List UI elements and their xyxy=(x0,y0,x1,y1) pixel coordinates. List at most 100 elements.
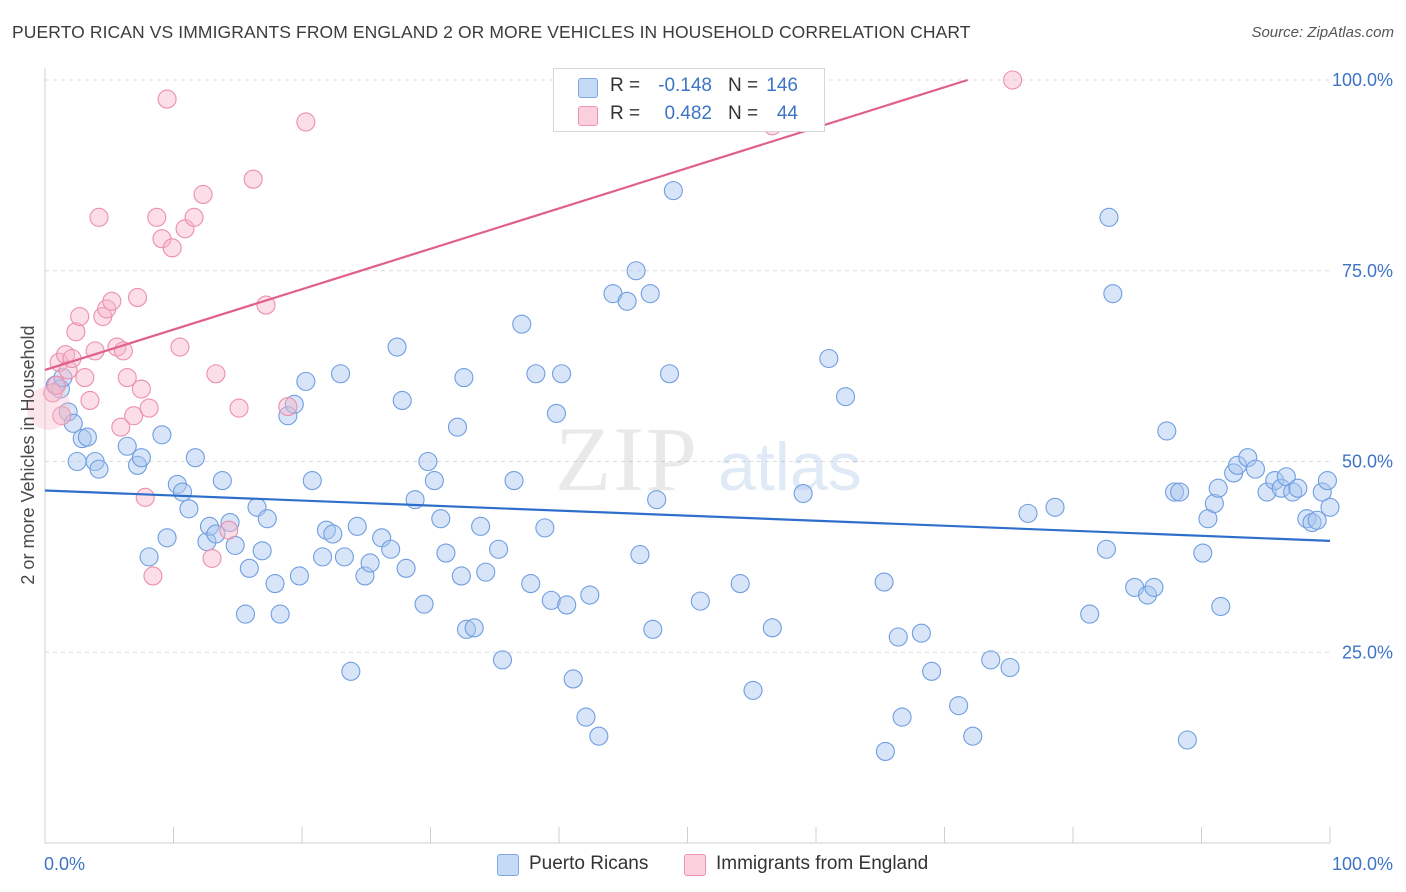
point-puerto-rican xyxy=(330,364,351,384)
point-puerto-rican xyxy=(296,371,316,391)
point-puerto-rican xyxy=(690,591,710,611)
point-puerto-rican xyxy=(424,471,444,491)
stats-legend: R = -0.148 N = 146 R = 0.482 N = 44 xyxy=(553,68,825,132)
point-puerto-rican xyxy=(1320,497,1340,517)
point-puerto-rican xyxy=(1238,448,1258,468)
point-puerto-rican xyxy=(220,512,240,533)
point-puerto-rican xyxy=(456,619,477,639)
point-puerto-rican xyxy=(563,669,583,689)
point-puerto-rican xyxy=(504,471,524,491)
point-puerto-rican xyxy=(414,594,434,614)
legend-swatch-pink xyxy=(578,106,598,126)
y-tick-label: 100.0% xyxy=(1332,70,1393,90)
point-puerto-rican xyxy=(1211,596,1231,617)
point-puerto-rican xyxy=(1245,459,1266,479)
legend-n-value: 44 xyxy=(776,103,798,124)
point-immigrant-england xyxy=(219,520,239,540)
point-puerto-rican xyxy=(179,499,199,519)
point-puerto-rican xyxy=(1288,478,1308,498)
series-legend: Puerto Ricans Immigrants from England xyxy=(0,852,1406,878)
point-immigrant-england xyxy=(131,379,151,399)
point-puerto-rican xyxy=(1302,512,1322,533)
point-puerto-rican xyxy=(1144,577,1164,597)
point-puerto-rican xyxy=(1018,503,1038,523)
legend-n-label: N = xyxy=(728,75,759,96)
point-puerto-rican xyxy=(341,661,361,681)
point-puerto-rican xyxy=(313,547,333,567)
point-puerto-rican xyxy=(323,524,343,544)
trend-line-puerto-ricans xyxy=(44,489,1331,542)
point-puerto-rican xyxy=(1271,478,1291,498)
point-puerto-rican xyxy=(663,181,683,201)
point-immigrant-england xyxy=(256,295,276,315)
point-puerto-rican xyxy=(199,516,220,536)
point-puerto-rican xyxy=(535,518,555,538)
point-immigrant-england xyxy=(296,112,316,132)
point-immigrant-england xyxy=(58,360,78,380)
point-puerto-rican xyxy=(206,524,226,544)
point-puerto-rican xyxy=(963,726,983,746)
watermark: ZIP atlas xyxy=(555,408,862,510)
point-puerto-rican xyxy=(139,547,159,567)
point-puerto-rican xyxy=(212,471,232,491)
y-tick-labels: 25.0% 50.0% 75.0% 100.0% xyxy=(1332,70,1393,662)
y-tick-label: 50.0% xyxy=(1342,452,1393,472)
point-puerto-rican xyxy=(1157,421,1177,441)
watermark-zip: ZIP xyxy=(555,408,699,510)
point-puerto-rican xyxy=(819,348,839,369)
point-puerto-rican xyxy=(1265,471,1285,491)
point-puerto-rican xyxy=(743,680,763,700)
point-immigrant-england xyxy=(102,291,122,311)
point-puerto-rican xyxy=(526,364,546,384)
point-puerto-rican xyxy=(360,553,380,573)
point-immigrant-england xyxy=(139,398,159,418)
point-immigrant-england xyxy=(135,487,155,507)
point-puerto-rican xyxy=(1103,284,1123,304)
point-immigrant-england xyxy=(127,287,148,308)
point-puerto-rican xyxy=(387,337,407,357)
point-puerto-rican xyxy=(67,451,87,472)
point-puerto-rican xyxy=(252,541,272,561)
legend-r-label: R = xyxy=(610,103,641,124)
legend-r-value: 0.482 xyxy=(664,103,712,124)
point-puerto-rican xyxy=(464,618,484,638)
point-puerto-rican xyxy=(541,590,561,610)
point-puerto-rican xyxy=(476,562,496,582)
point-immigrant-england xyxy=(117,368,137,388)
point-puerto-rican xyxy=(1297,509,1317,529)
point-puerto-rican xyxy=(1317,471,1337,491)
legend-label: Puerto Ricans xyxy=(529,853,649,874)
point-puerto-rican xyxy=(1000,657,1020,678)
point-immigrant-england xyxy=(170,337,190,357)
point-immigrant-england xyxy=(278,397,298,417)
point-puerto-rican xyxy=(436,543,456,563)
point-immigrant-england xyxy=(143,566,163,586)
point-puerto-rican xyxy=(911,623,931,643)
point-puerto-rican xyxy=(888,627,908,647)
x-tick-labels: 0.0% 100.0% xyxy=(44,854,1393,874)
point-immigrant-england xyxy=(193,184,213,204)
point-puerto-rican xyxy=(793,483,813,504)
legend-row-immigrants-from-england: R = 0.482 N = 44 xyxy=(554,101,824,129)
point-puerto-rican xyxy=(647,490,667,510)
y-axis-label: 2 or more Vehicles in Household xyxy=(18,325,38,584)
point-immigrant-england-cluster xyxy=(26,386,71,431)
legend-n-value: 146 xyxy=(766,75,798,96)
point-puerto-rican xyxy=(580,585,600,605)
point-puerto-rican xyxy=(451,566,471,586)
point-puerto-rican xyxy=(1307,510,1327,530)
point-puerto-rican xyxy=(265,574,285,594)
series-immigrants-from-england xyxy=(26,70,1023,586)
point-puerto-rican xyxy=(431,509,451,529)
point-immigrant-england xyxy=(70,306,90,327)
point-puerto-rican xyxy=(447,417,468,437)
point-puerto-rican xyxy=(892,707,912,727)
point-puerto-rican xyxy=(762,618,782,638)
point-puerto-rican xyxy=(875,741,895,761)
point-puerto-rican xyxy=(874,572,894,592)
point-puerto-rican xyxy=(302,471,322,491)
chart-title: PUERTO RICAN VS IMMIGRANTS FROM ENGLAND … xyxy=(12,22,971,42)
point-puerto-rican xyxy=(949,696,969,716)
point-puerto-rican xyxy=(1283,482,1303,502)
point-puerto-rican xyxy=(1099,207,1119,227)
